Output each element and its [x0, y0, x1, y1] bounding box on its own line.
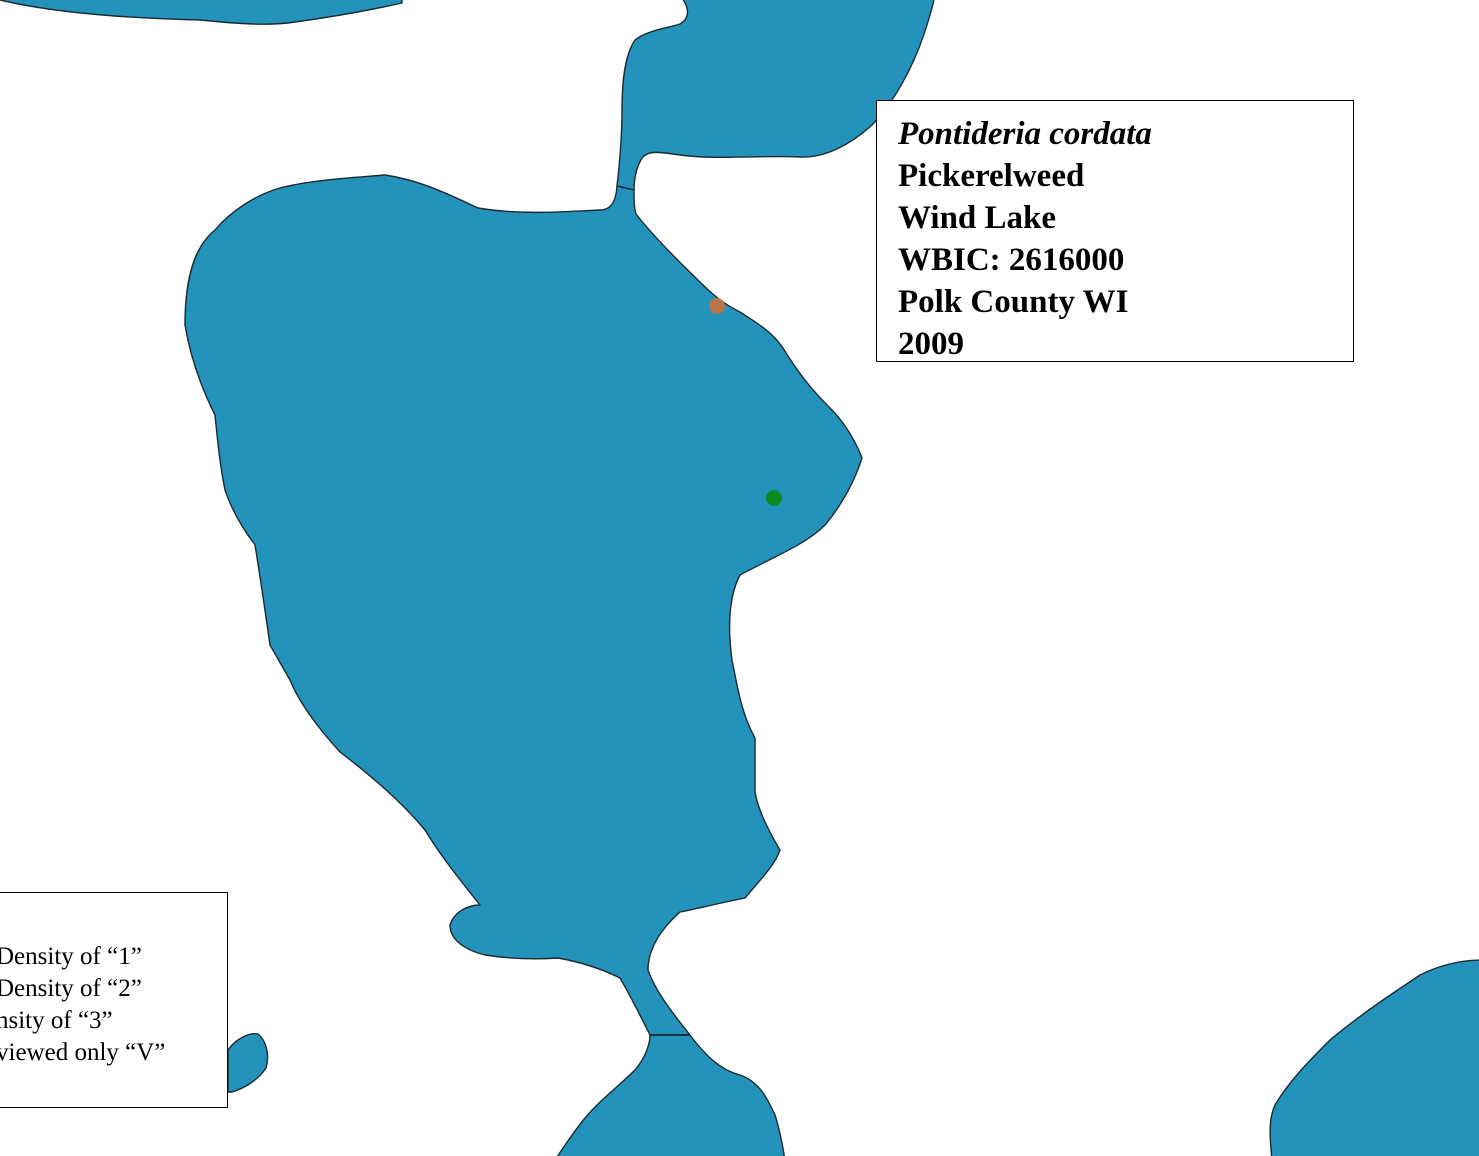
channel-divider-north	[616, 185, 635, 191]
survey-year: 2009	[898, 326, 964, 362]
legend-item-viewed-only: viewed only “V”	[0, 1039, 166, 1066]
south-arm	[556, 1034, 786, 1156]
legend-item-density-3: nsity of “3”	[0, 1007, 113, 1034]
common-name: Pickerelweed	[898, 158, 1085, 194]
legend-item-density-2: Density of “2”	[0, 975, 142, 1002]
map-title-box: Pontideria cordata Pickerelweed Wind Lak…	[876, 100, 1354, 362]
map-legend: Density of “1” Density of “2” nsity of “…	[0, 892, 228, 1108]
wind-lake-main-body	[184, 174, 863, 1036]
legend-item-density-1: Density of “1”	[0, 943, 142, 970]
survey-point-density-1	[766, 490, 782, 506]
county-name: Polk County WI	[898, 284, 1129, 320]
lake-name: Wind Lake	[898, 200, 1057, 236]
wbic-code: WBIC: 2616000	[898, 242, 1125, 278]
small-pond-southwest	[227, 1033, 269, 1093]
species-name: Pontideria cordata	[898, 116, 1152, 152]
north-bay	[616, 0, 935, 191]
survey-point-density-2	[709, 298, 725, 314]
lake-fragment-southeast	[1269, 959, 1479, 1156]
lake-fragment-northwest	[0, 0, 403, 25]
